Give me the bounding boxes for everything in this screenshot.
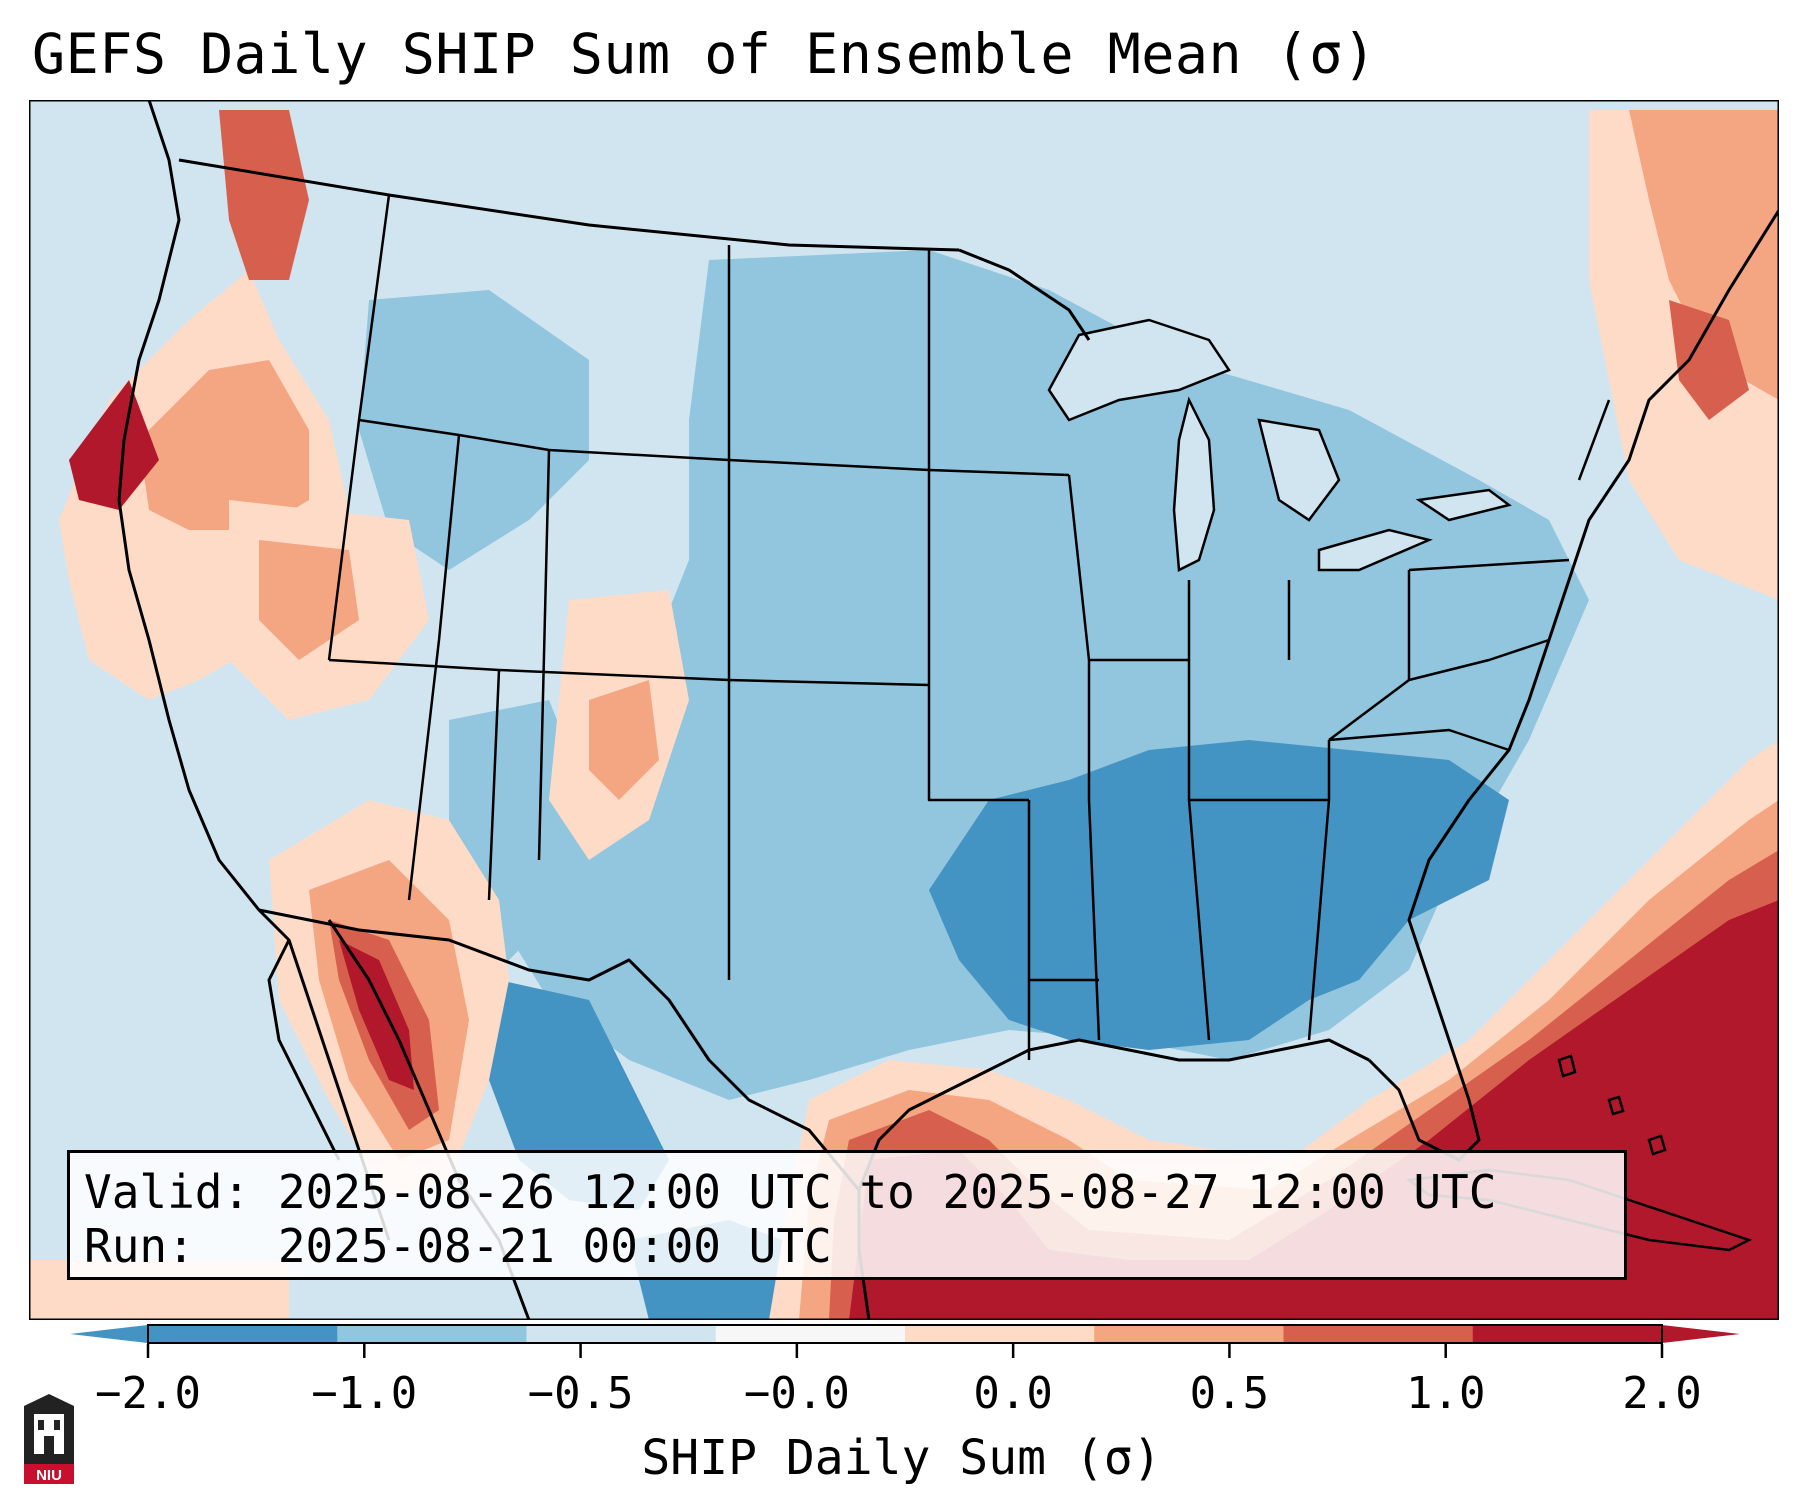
map-title: GEFS Daily SHIP Sum of Ensemble Mean (σ) (32, 22, 1377, 86)
colorbar-tick-marks (146, 1344, 1664, 1358)
colorbar-tick-label: 0.5 (1189, 1368, 1270, 1419)
field-positive-new-england-core (1669, 300, 1749, 420)
colorbar-segments (148, 1325, 1663, 1343)
colorbar-segment (337, 1325, 527, 1343)
colorbar-tick-label: 0.0 (973, 1368, 1053, 1419)
logo-text: NIU (36, 1467, 62, 1484)
valid-time-text: Valid: 2025-08-26 12:00 UTC to 2025-08-2… (84, 1165, 1497, 1219)
colorbar-tick-label: −0.0 (743, 1368, 850, 1419)
field-light-negative-west (359, 290, 589, 570)
lake-erie (1317, 528, 1433, 572)
state-lines (327, 194, 1611, 1060)
bahamas-3 (1647, 1134, 1667, 1156)
field-positive-colorado-core (589, 680, 659, 800)
baja-coastline (267, 939, 341, 1161)
field-positive-new-england (1629, 110, 1779, 400)
field-positive-pnw-core (69, 380, 159, 510)
lake-superior-north (958, 248, 1091, 341)
map-canvas (29, 100, 1779, 1320)
us-mexico-border (258, 908, 861, 1191)
colorbar-segment (526, 1325, 717, 1343)
colorbar-segment (148, 1325, 338, 1343)
field-negative-southeast (929, 740, 1509, 1050)
colorbar-label: SHIP Daily Sum (σ) (641, 1430, 1162, 1486)
lake-michigan (1172, 396, 1216, 572)
west-coastline (117, 100, 391, 1241)
bahamas-2 (1607, 1095, 1625, 1116)
lake-superior (1047, 318, 1231, 422)
niu-logo: NIU (24, 1394, 74, 1484)
lake-ontario (1415, 488, 1512, 522)
bahamas-1 (1557, 1054, 1577, 1078)
colorbar-tick-label: −1.0 (311, 1368, 418, 1419)
us-canada-border (178, 158, 960, 252)
field-canada (829, 110, 1589, 340)
field-positive-baja-red (339, 940, 414, 1090)
colorbar-tick-label: −2.0 (95, 1368, 201, 1419)
colorbar-segment (1094, 1325, 1284, 1343)
run-time-text: Run: 2025-08-21 00:00 UTC (84, 1219, 832, 1273)
colorbar-tick-label: 1.0 (1405, 1368, 1486, 1419)
colorbar (70, 1324, 1740, 1344)
colorbar-tick-label: 2.0 (1622, 1368, 1702, 1419)
lake-huron (1257, 418, 1341, 522)
colorbar-segment (1283, 1325, 1474, 1343)
colorbar-segment (715, 1325, 906, 1343)
colorbar-over-arrow (1662, 1325, 1740, 1343)
field-positive-pnw (139, 360, 309, 530)
validity-info-box: Valid: 2025-08-26 12:00 UTC to 2025-08-2… (67, 1150, 1627, 1280)
field-positive-cascades (219, 110, 309, 280)
colorbar-under-arrow (70, 1325, 148, 1343)
map-panel (29, 100, 1779, 1320)
colorbar-tick-label: −0.5 (527, 1368, 634, 1419)
colorbar-frame (147, 1324, 1663, 1344)
colorbar-segment (1472, 1325, 1663, 1343)
colorbar-segment (905, 1325, 1095, 1343)
